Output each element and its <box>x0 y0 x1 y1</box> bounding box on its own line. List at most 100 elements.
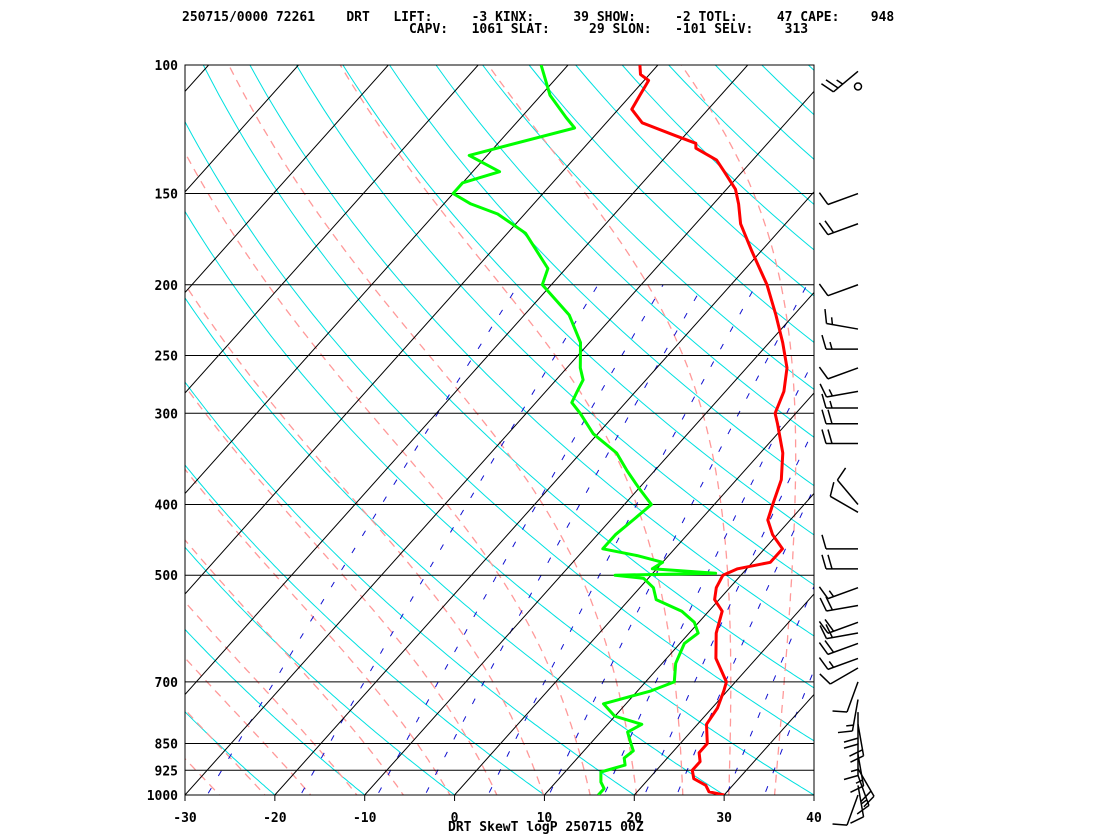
dry-adiabat <box>185 297 726 795</box>
wind-barb-half-flag <box>828 590 835 598</box>
mixing-ratio-line <box>603 358 814 795</box>
wind-barb-flag <box>818 366 829 380</box>
wind-barb-half-flag <box>829 341 833 350</box>
wind-barb-staff <box>827 657 859 671</box>
wind-barb-flag <box>829 482 835 497</box>
wind-barb-flag <box>832 823 848 826</box>
dry-adiabat <box>295 65 814 586</box>
dry-adiabat <box>621 65 814 251</box>
temperature-tick-label: 40 <box>806 811 822 826</box>
isotherm <box>185 65 479 394</box>
sounding-indices-header: 250715/0000 72261 DRT LIFT: -3 KINX: 39 … <box>0 0 1120 40</box>
wind-barb-flag <box>824 640 835 653</box>
wind-barb-staff <box>826 322 859 330</box>
wind-barb <box>837 699 859 734</box>
isotherm <box>544 492 814 795</box>
dry-adiabat <box>185 711 276 795</box>
wind-barb-half-flag <box>850 768 859 773</box>
pressure-tick-label: 700 <box>155 676 179 691</box>
wind-barb-flag <box>819 383 828 398</box>
wind-barb <box>819 383 859 398</box>
pressure-tick-label: 500 <box>155 569 179 584</box>
temperature-tick-label: 10 <box>537 811 553 826</box>
wind-barb-staff <box>827 642 859 656</box>
dry-adiabat <box>668 65 814 206</box>
pressure-tick-label: 250 <box>155 349 179 364</box>
wind-barb-flag <box>821 429 827 444</box>
wind-barb <box>819 667 859 685</box>
wind-barb-flag <box>818 657 829 670</box>
moist-adiabat <box>185 151 591 795</box>
mixing-ratio-line <box>644 428 814 795</box>
wind-barb-staff <box>846 681 859 713</box>
wind-barb-flag <box>818 586 829 600</box>
wind-barb <box>821 409 858 425</box>
isotherm <box>454 392 814 795</box>
mixing-ratio-line <box>487 284 757 795</box>
temperature-trace <box>630 65 789 795</box>
wind-barb-staff <box>827 367 859 380</box>
dry-adiabat <box>761 65 814 116</box>
header-line-2: CAPV: 1061 SLAT: 29 SLON: -101 SELV: 313 <box>182 22 809 37</box>
wind-barb-flag <box>824 618 835 632</box>
wind-barb-flag <box>821 83 834 93</box>
wind-barb <box>850 754 865 794</box>
temperature-tick-label: -10 <box>353 811 377 826</box>
wind-barb-half-flag <box>836 79 844 85</box>
wind-barb-flag <box>856 804 870 815</box>
dry-adiabat <box>575 65 814 297</box>
isotherm <box>185 65 569 495</box>
mixing-ratio-line <box>763 668 814 795</box>
wind-barb <box>832 681 859 713</box>
wind-barb-flag <box>836 467 847 481</box>
wind-barb-flag <box>819 625 828 639</box>
mixing-ratio-line <box>300 284 599 795</box>
wind-barb-staff <box>827 586 859 600</box>
isotherm <box>633 593 814 795</box>
wind-barb <box>836 467 859 505</box>
wind-barb-half-flag <box>829 400 833 409</box>
wind-barb-staff <box>827 621 859 634</box>
wind-barb <box>819 596 859 612</box>
wind-barb <box>856 775 870 815</box>
wind-barb <box>818 657 859 671</box>
wind-barb-flag <box>843 737 859 743</box>
isotherm <box>185 90 814 795</box>
wind-barb <box>824 308 859 330</box>
dry-adiabat <box>528 65 814 344</box>
wind-barb-flag <box>819 673 831 685</box>
wind-barb <box>818 192 859 206</box>
wind-barb-flag <box>863 795 875 808</box>
mixing-ratio-line <box>725 585 814 795</box>
wind-barb-half-flag <box>860 799 868 805</box>
dry-adiabat <box>202 65 814 689</box>
mixing-ratio-line <box>424 284 704 795</box>
isotherm <box>0 65 29 795</box>
pressure-tick-label: 400 <box>155 499 179 514</box>
wind-barb-staff <box>851 699 859 732</box>
wind-barb <box>821 534 858 550</box>
moist-adiabat <box>339 65 684 795</box>
moist-adiabat <box>185 708 266 795</box>
temperature-tick-label: -30 <box>173 811 197 826</box>
dry-adiabat <box>714 65 814 160</box>
plot-frame <box>184 64 815 796</box>
pressure-tick-label: 925 <box>155 764 178 779</box>
wind-barb-staff <box>833 70 859 93</box>
wind-barb-flag <box>824 308 828 324</box>
wind-barb-half-flag <box>846 724 854 727</box>
isotherm <box>723 693 814 795</box>
temperature-tick-label: 20 <box>626 811 642 826</box>
wind-barb-flag <box>850 785 864 794</box>
wind-barb <box>819 624 859 640</box>
wind-barb-staff <box>829 495 859 513</box>
temperature-tick-label: 30 <box>716 811 732 826</box>
dry-adiabat <box>185 381 636 795</box>
pressure-tick-label: 100 <box>155 59 179 74</box>
wind-barb-flag <box>860 790 872 803</box>
pressure-tick-label: 300 <box>155 407 179 422</box>
wind-barb-flag <box>818 192 829 205</box>
dry-adiabat <box>249 65 814 637</box>
isotherm <box>185 65 299 193</box>
wind-barb-staff <box>829 667 859 685</box>
